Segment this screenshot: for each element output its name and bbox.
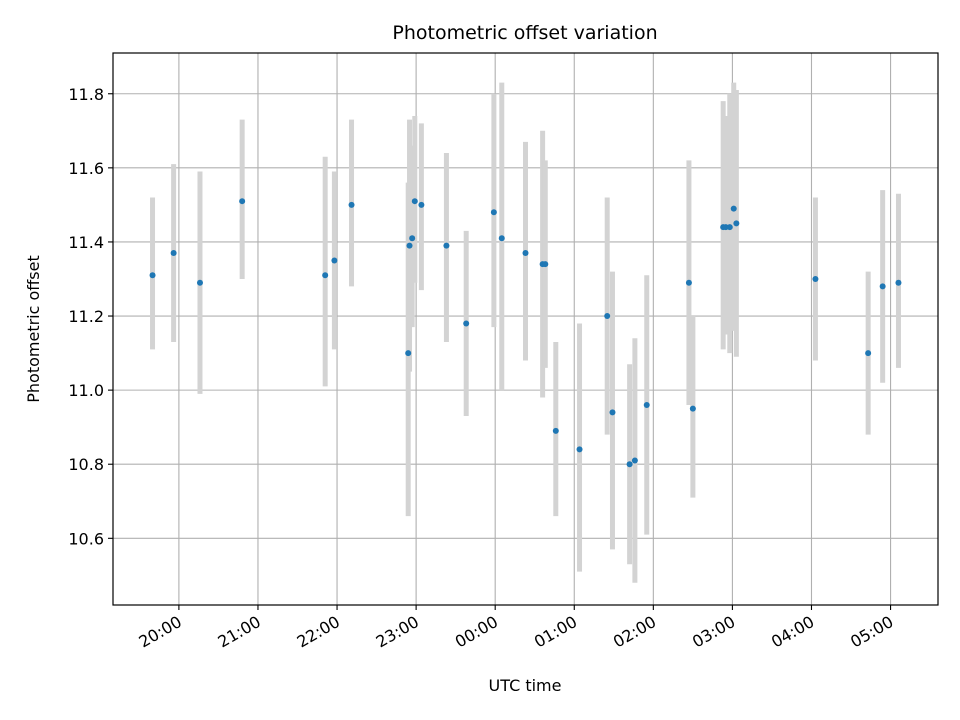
data-point xyxy=(418,201,425,208)
data-point xyxy=(730,205,737,212)
data-point xyxy=(196,279,203,286)
data-point xyxy=(490,209,497,216)
data-point xyxy=(879,283,886,290)
data-point xyxy=(411,198,418,205)
y-axis: 10.6 10.8 11.0 11.2 11.4 11.6 11.8 xyxy=(68,85,113,548)
data-point xyxy=(631,457,638,464)
y-tick-label: 11.6 xyxy=(68,159,104,178)
data-point xyxy=(409,235,416,242)
data-point xyxy=(498,235,505,242)
y-tick-label: 11.2 xyxy=(68,307,104,326)
data-point xyxy=(170,250,177,257)
data-point xyxy=(895,279,902,286)
data-point xyxy=(405,350,412,357)
data-point xyxy=(733,220,740,227)
data-point xyxy=(348,201,355,208)
data-point xyxy=(239,198,246,205)
data-point xyxy=(552,427,559,434)
data-point xyxy=(812,275,819,282)
data-point xyxy=(609,409,616,416)
chart-title: Photometric offset variation xyxy=(392,22,657,44)
data-point xyxy=(689,405,696,412)
data-point xyxy=(685,279,692,286)
data-point xyxy=(406,242,413,249)
y-tick-label: 11.0 xyxy=(68,381,104,400)
data-point xyxy=(463,320,470,327)
data-point xyxy=(865,350,872,357)
data-point xyxy=(443,242,450,249)
data-point xyxy=(322,272,329,279)
data-point xyxy=(542,261,549,268)
x-axis-title: UTC time xyxy=(489,676,562,695)
y-tick-label: 10.6 xyxy=(68,529,104,548)
data-point xyxy=(576,446,583,453)
y-tick-label: 11.8 xyxy=(68,85,104,104)
data-point xyxy=(626,461,633,468)
data-point xyxy=(331,257,338,264)
data-point xyxy=(643,401,650,408)
data-point xyxy=(726,224,733,231)
data-point xyxy=(522,250,529,257)
y-tick-label: 10.8 xyxy=(68,455,104,474)
data-points xyxy=(149,198,902,468)
plot-frame xyxy=(112,52,939,606)
errorbars xyxy=(150,82,901,583)
data-point xyxy=(604,313,611,320)
y-tick-label: 11.4 xyxy=(68,233,104,252)
y-axis-title: Photometric offset xyxy=(24,255,43,403)
data-point xyxy=(149,272,156,279)
